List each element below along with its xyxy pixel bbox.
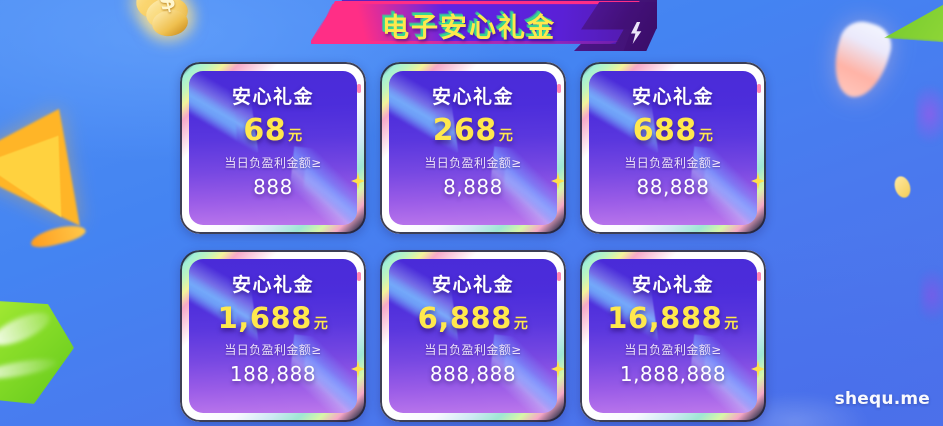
gift-card-amount-value: 6,888	[417, 301, 512, 335]
gift-card-content: 安心礼金 688 元 当日负盈利金额≥ 88,888	[580, 62, 766, 234]
banner-edge-stroke	[313, 41, 619, 44]
purple-blob-shape	[916, 84, 943, 144]
green-gem-icon	[0, 300, 74, 404]
gift-card-panel	[189, 259, 357, 413]
gift-card-threshold: 888,888	[429, 362, 517, 386]
gift-card-label: 安心礼金	[231, 274, 314, 296]
frame-accent-dot	[557, 84, 561, 93]
gift-card-label: 安心礼金	[231, 86, 314, 108]
gift-card-amount-value: 268	[432, 113, 497, 148]
gift-card-content: 安心礼金 268 元 当日负盈利金额≥ 8,888	[380, 62, 566, 234]
frame-accent-dot	[757, 84, 761, 93]
gift-card-amount-value: 68	[243, 113, 287, 148]
gift-card-panel	[389, 259, 557, 413]
gift-card-amount: 68 元	[243, 116, 302, 146]
gift-card-label: 安心礼金	[631, 86, 714, 108]
gift-card-panel	[189, 71, 357, 225]
gift-card-threshold: 1,888,888	[619, 362, 727, 386]
gift-card-panel	[589, 259, 757, 413]
gift-card-amount: 688 元	[633, 116, 714, 146]
gift-card-label: 安心礼金	[431, 86, 514, 108]
gift-card-threshold: 8,888	[443, 175, 503, 199]
gift-card-amount-unit: 元	[288, 128, 303, 144]
page-title: 电子安心礼金	[382, 13, 556, 44]
gift-card-condition: 当日负盈利金额≥	[424, 156, 522, 170]
gift-card[interactable]: 安心礼金 268 元 当日负盈利金额≥ 8,888	[380, 62, 566, 234]
pink-petal-shape	[825, 16, 897, 104]
gift-card-content: 安心礼金 1,688 元 当日负盈利金额≥ 188,888	[180, 250, 366, 422]
gift-card-threshold: 888	[253, 175, 293, 199]
frame-accent-dot	[757, 272, 761, 281]
orange-triangle-shape	[0, 78, 122, 226]
frame-accent-dot	[357, 84, 361, 93]
gift-card-amount-unit: 元	[513, 316, 529, 332]
gift-card-amount-value: 1,688	[217, 301, 312, 335]
gift-card[interactable]: 安心礼金 1,688 元 当日负盈利金额≥ 188,888	[180, 250, 366, 422]
frame-accent-dot	[557, 272, 561, 281]
gift-card-panel	[589, 71, 757, 225]
gift-card-condition: 当日负盈利金额≥	[624, 343, 722, 357]
gift-card-amount-value: 688	[632, 113, 697, 148]
title-banner: 电子安心礼金	[311, 0, 657, 51]
gift-card[interactable]: 安心礼金 68 元 当日负盈利金额≥ 888	[180, 62, 366, 234]
gift-card-amount-unit: 元	[724, 316, 739, 332]
watermark: shequ.me	[834, 389, 930, 409]
gift-card-amount-unit: 元	[313, 316, 329, 332]
gift-card-label: 安心礼金	[431, 274, 514, 296]
gift-card-amount: 1,688 元	[218, 304, 329, 333]
gift-card-content: 安心礼金 6,888 元 当日负盈利金额≥ 888,888	[380, 250, 566, 422]
dollar-sign-icon: $	[155, 0, 179, 17]
orange-sliver-shape	[28, 221, 88, 251]
gold-coin-icon	[150, 7, 190, 39]
gift-card-condition: 当日负盈利金额≥	[224, 156, 322, 170]
gift-card-amount-unit: 元	[498, 128, 514, 144]
gem-highlight	[0, 306, 54, 352]
gift-card-amount: 268 元	[433, 116, 514, 146]
gift-card[interactable]: 安心礼金 6,888 元 当日负盈利金额≥ 888,888	[380, 250, 566, 422]
gift-card-content: 安心礼金 16,888 元 当日负盈利金额≥ 1,888,888	[580, 250, 766, 422]
purple-blob-shape	[920, 268, 943, 322]
gift-card-grid: 安心礼金 68 元 当日负盈利金额≥ 888 安心礼金	[180, 62, 767, 422]
gold-coin-icon	[143, 0, 191, 33]
gift-card-threshold: 188,888	[229, 362, 317, 386]
gift-card-amount-unit: 元	[698, 128, 714, 144]
green-wedge-shape	[884, 0, 943, 46]
gift-card-condition: 当日负盈利金额≥	[624, 156, 722, 170]
gift-card[interactable]: 安心礼金 688 元 当日负盈利金额≥ 88,888	[580, 62, 766, 234]
gift-card-label: 安心礼金	[631, 274, 714, 296]
yellow-pill-shape	[891, 174, 914, 200]
gift-card-condition: 当日负盈利金额≥	[224, 343, 322, 357]
gift-card-content: 安心礼金 68 元 当日负盈利金额≥ 888	[180, 62, 366, 234]
gold-coin-icon	[131, 0, 181, 24]
orange-triangle-shape	[0, 108, 99, 218]
gift-card-amount: 16,888 元	[607, 304, 738, 333]
gem-highlight	[0, 355, 59, 383]
gift-card-threshold: 88,888	[636, 175, 710, 199]
gift-card[interactable]: 安心礼金 16,888 元 当日负盈利金额≥ 1,888,888	[580, 250, 766, 422]
gift-card-panel	[389, 71, 557, 225]
gift-card-condition: 当日负盈利金额≥	[424, 343, 522, 357]
gift-card-amount: 6,888 元	[418, 304, 529, 333]
gift-card-amount-value: 16,888	[607, 301, 723, 335]
frame-accent-dot	[357, 272, 361, 281]
